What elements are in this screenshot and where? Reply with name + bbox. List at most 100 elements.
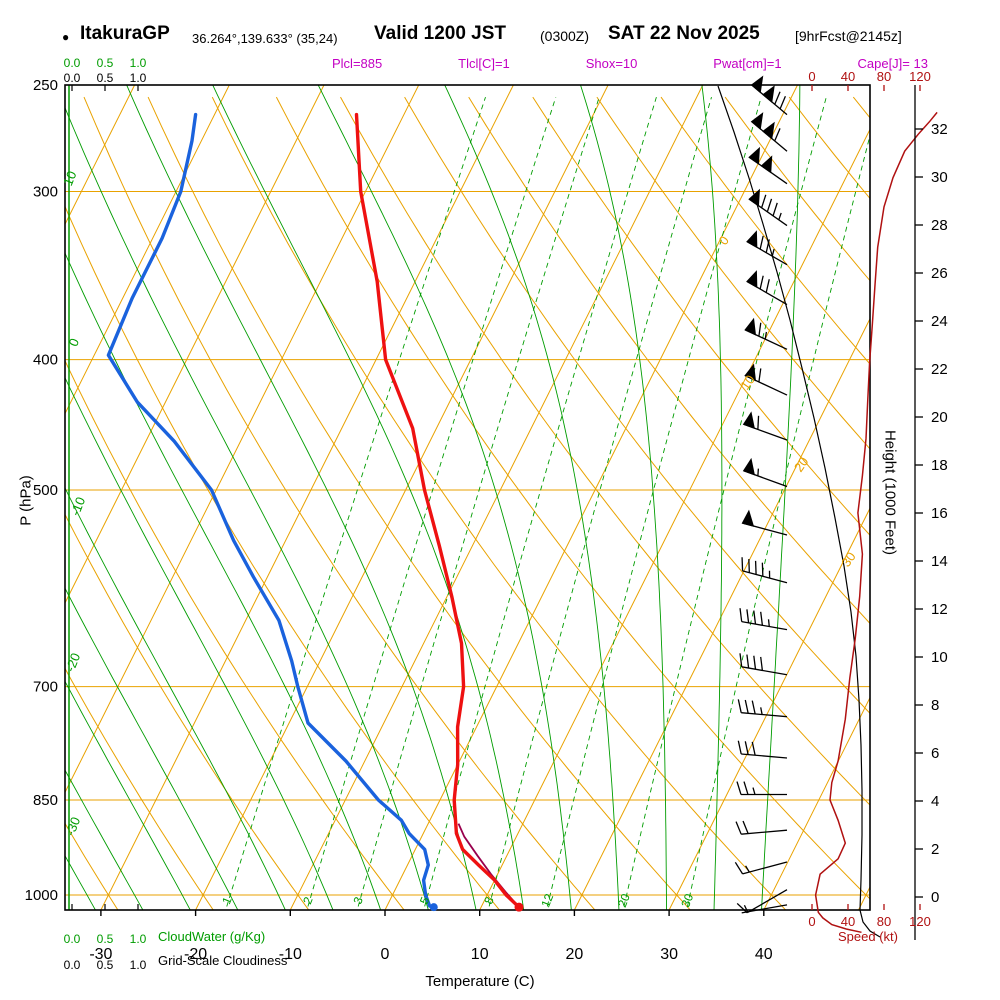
height-tick-label: 10 — [931, 649, 948, 666]
temperature-tick-label: 40 — [755, 946, 773, 963]
isotherm-value-label: 0 — [716, 233, 732, 248]
isotherm-line — [195, 85, 609, 910]
temperature-tick-label: -10 — [279, 946, 302, 963]
speed-tick-label-bottom: 120 — [909, 914, 931, 929]
height-tick-label: 2 — [931, 841, 939, 858]
speed-tick-label-top: 80 — [877, 69, 891, 84]
moist-adiabat-value-label: -10 — [67, 495, 88, 518]
param-pwat: Pwat[cm]=1 — [713, 56, 782, 71]
mixing-ratio-line — [356, 96, 600, 910]
wind-barb — [741, 509, 788, 536]
cloudwater-scale-label-top: 1.0 — [130, 56, 147, 70]
isotherm-value-label: 30 — [838, 549, 859, 569]
isotherm-line — [289, 85, 704, 910]
dry-adiabat-line — [596, 96, 870, 450]
height-tick-label: 30 — [931, 169, 948, 186]
valid-time-utc: (0300Z) — [540, 28, 590, 44]
height-tick-label: 4 — [931, 793, 939, 810]
param-cape: Cape[J]= 13 — [857, 56, 928, 71]
height-tick-label: 0 — [931, 889, 939, 906]
cloudiness-scale-label-top: 0.5 — [97, 71, 114, 85]
cloudwater-scale-label-top: 0.5 — [97, 56, 114, 70]
speed-axis-label: Speed (kt) — [838, 929, 898, 944]
speed-tick-label-top: 40 — [841, 69, 855, 84]
dry-adiabat-line — [852, 96, 870, 119]
dry-adiabat-line — [532, 96, 870, 537]
moist-adiabat-line — [65, 487, 286, 910]
temperature-tick-label: -30 — [89, 946, 112, 963]
isotherm-line — [668, 507, 870, 910]
mixing-ratio-line — [423, 96, 657, 910]
isotherm-line — [573, 317, 870, 910]
moist-adiabat-line — [0, 80, 4, 915]
pressure-tick-label: 500 — [33, 482, 58, 499]
mixing-ratio-label: 20 — [615, 891, 633, 909]
speed-tick-label-top: 120 — [909, 69, 931, 84]
height-tick-label: 8 — [931, 697, 939, 714]
valid-time: Valid 1200 JST — [374, 23, 507, 44]
temperature-tick-label: 10 — [471, 946, 489, 963]
mixing-ratio-label: 12 — [538, 891, 556, 909]
height-tick-label: 32 — [931, 121, 948, 138]
speed-tick-label-bottom: 0 — [808, 914, 815, 929]
wind-barb — [734, 861, 788, 875]
dewpoint-curve — [106, 112, 432, 908]
wind-barb — [744, 317, 788, 350]
cloudiness-label: Grid-Scale Cloudiness — [158, 953, 288, 968]
wind-barb — [739, 653, 788, 676]
isotherm-line — [763, 696, 870, 910]
moist-adiabat-line — [317, 85, 572, 910]
mixing-ratio-label: 1 — [219, 894, 235, 906]
dry-adiabat-line — [211, 96, 787, 910]
wind-barb — [737, 740, 788, 759]
dry-adiabat-line — [404, 96, 870, 715]
mixing-ratio-label: 30 — [678, 891, 696, 909]
pressure-tick-label: 1000 — [25, 887, 58, 904]
wind-barb — [742, 411, 788, 441]
cloudiness-scale-label-bottom: 1.0 — [130, 958, 147, 972]
height-tick-label: 22 — [931, 361, 948, 378]
moist-adiabat-line — [65, 106, 429, 910]
height-tick-label: 28 — [931, 217, 948, 234]
surface-temp-dot — [514, 902, 524, 912]
wind-barb — [750, 75, 788, 116]
height-tick-label: 26 — [931, 265, 948, 282]
speed-tick-label-top: 0 — [808, 69, 815, 84]
moist-adiabat-line — [580, 85, 667, 910]
cloudiness-scale-label-bottom: 0.0 — [64, 958, 81, 972]
wind-barb — [737, 699, 788, 718]
isotherm-value-label: 20 — [791, 454, 812, 474]
cloudwater-scale-label-bottom: 0.5 — [97, 932, 114, 946]
height-tick-label: 24 — [931, 313, 948, 330]
pressure-tick-label: 400 — [33, 352, 58, 369]
mixing-ratio-line — [225, 96, 486, 910]
moist-adiabat-value-label: 10 — [60, 169, 79, 188]
mixing-ratio-label: 3 — [350, 894, 366, 906]
param-tlcl: Tlcl[C]=1 — [458, 56, 510, 71]
dry-adiabat-line — [83, 96, 596, 910]
wind-barb — [736, 889, 788, 914]
moist-adiabat-line — [701, 85, 723, 910]
temperature-tick-label: 20 — [566, 946, 584, 963]
height-tick-label: 12 — [931, 601, 948, 618]
speed-tick-label-bottom: 80 — [877, 914, 891, 929]
dry-adiabat-line — [65, 513, 310, 910]
temperature-axis-label: Temperature (C) — [425, 973, 535, 990]
param-shox: Shox=10 — [585, 56, 638, 71]
mixing-ratio-label: 8 — [481, 894, 497, 906]
moist-adiabat-line — [126, 85, 477, 910]
wind-barb — [748, 188, 788, 227]
moist-adiabat-line — [65, 769, 144, 910]
cloudwater-label: CloudWater (g/Kg) — [158, 929, 266, 944]
moist-adiabat-line — [65, 680, 191, 910]
dry-adiabat-line — [340, 96, 870, 806]
moist-adiabat-line — [65, 376, 334, 910]
temperature-curve — [354, 112, 521, 909]
height-reference-line — [717, 85, 881, 938]
wind-barb — [746, 270, 788, 306]
dry-adiabat-line — [275, 96, 870, 900]
mixing-ratio-line — [686, 133, 870, 910]
mixing-ratio-line — [487, 96, 712, 910]
